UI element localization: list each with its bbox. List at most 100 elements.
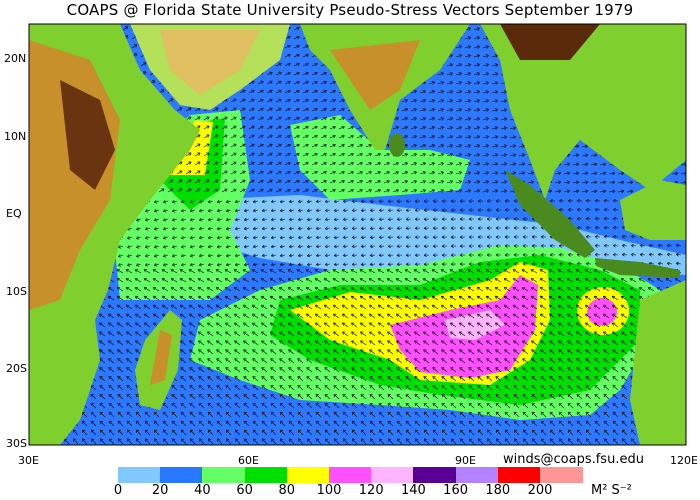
wind-vector-arrow	[351, 226, 358, 231]
wind-vector-arrow	[410, 153, 417, 157]
colorbar-swatch	[371, 467, 414, 483]
wind-vector-arrow	[576, 208, 583, 212]
wind-vector-arrow	[293, 53, 300, 58]
wind-vector-arrow	[540, 262, 547, 266]
wind-vector-arrow	[387, 253, 394, 258]
colorbar-swatch	[455, 467, 499, 483]
wind-vector-arrow	[437, 144, 444, 148]
wind-vector-arrow	[248, 98, 255, 103]
wind-vector-arrow	[306, 262, 313, 267]
wind-vector-arrow	[459, 235, 466, 239]
wind-vector-arrow	[320, 71, 327, 76]
wind-vector-arrow	[176, 170, 183, 175]
wind-vector-arrow	[342, 244, 349, 249]
wind-vector-arrow	[248, 170, 255, 175]
wind-vector-arrow	[563, 189, 571, 194]
wind-vector-arrow	[225, 199, 232, 204]
wind-vector-arrow	[459, 217, 466, 221]
wind-vector-arrow	[423, 226, 430, 230]
wind-vector-arrow	[347, 134, 354, 139]
lat-label: 20S	[6, 362, 27, 375]
wind-vector-arrow	[162, 209, 169, 213]
wind-vector-arrow	[257, 134, 264, 139]
wind-vector-arrow	[468, 199, 475, 203]
wind-vector-arrow	[459, 262, 466, 266]
wind-vector-arrow	[338, 152, 345, 157]
wind-vector-arrow	[437, 189, 444, 193]
wind-vector-arrow	[225, 208, 232, 213]
wind-vector-arrow	[360, 244, 367, 249]
wind-vector-arrow	[230, 134, 237, 139]
wind-vector-arrow	[333, 244, 340, 249]
wind-vector-arrow	[473, 153, 480, 157]
wind-vector-arrow	[360, 208, 367, 213]
wind-vector-arrow	[455, 81, 462, 85]
wind-vector-arrow	[176, 188, 183, 193]
wind-vector-arrow	[365, 143, 372, 148]
wind-vector-arrow	[401, 162, 408, 166]
wind-vector-arrow	[270, 244, 277, 249]
wind-vector-arrow	[176, 107, 183, 112]
wind-vector-arrow	[522, 226, 529, 230]
wind-vector-arrow	[329, 89, 336, 94]
wind-vector-arrow	[315, 244, 322, 249]
wind-vector-arrow	[594, 225, 601, 230]
wind-vector-arrow	[288, 244, 295, 249]
wind-vector-arrow	[216, 226, 223, 231]
wind-vector-arrow	[212, 170, 219, 175]
wind-vector-arrow	[198, 244, 205, 249]
wind-vector-arrow	[500, 117, 508, 121]
contour-100-120-east	[587, 298, 617, 326]
wind-vector-arrow	[194, 170, 201, 175]
wind-vector-arrow	[243, 253, 250, 258]
wind-vector-arrow	[162, 227, 169, 231]
lon-label: 90E	[455, 454, 476, 467]
colorbar-label: 180	[485, 483, 511, 498]
wind-vector-arrow	[383, 180, 390, 184]
lon-label: 30E	[18, 454, 39, 467]
wind-vector-arrow	[401, 108, 408, 112]
wind-vector-arrow	[374, 189, 381, 193]
wind-vector-arrow	[657, 252, 664, 257]
wind-vector-arrow	[383, 153, 390, 157]
wind-vector-arrow	[608, 171, 616, 176]
wind-vector-arrow	[450, 253, 457, 257]
wind-vector-arrow	[338, 98, 345, 103]
wind-vector-arrow	[221, 134, 228, 139]
wind-vector-arrow	[248, 188, 255, 193]
wind-vector-arrow	[338, 107, 345, 112]
wind-vector-arrow	[473, 126, 480, 130]
wind-vector-arrow	[171, 244, 178, 249]
wind-vector-arrow	[540, 235, 547, 239]
wind-vector-arrow	[446, 153, 453, 157]
wind-vector-arrow	[581, 180, 589, 185]
wind-vector-arrow	[329, 116, 336, 121]
wind-vector-arrow	[473, 63, 480, 67]
wind-vector-arrow	[617, 180, 625, 185]
wind-vector-arrow	[419, 90, 426, 94]
wind-vector-arrow	[387, 226, 394, 231]
wind-vector-arrow	[329, 98, 336, 103]
wind-vector-arrow	[563, 162, 571, 167]
wind-vector-arrow	[189, 262, 196, 267]
wind-vector-arrow	[270, 226, 277, 231]
wind-vector-arrow	[594, 216, 601, 221]
wind-vector-arrow	[302, 53, 309, 58]
wind-vector-arrow	[563, 180, 571, 185]
wind-vector-arrow	[306, 244, 313, 249]
wind-vector-arrow	[410, 90, 417, 94]
wind-vector-arrow	[441, 235, 448, 239]
wind-vector-arrow	[392, 162, 399, 166]
wind-vector-arrow	[266, 152, 273, 157]
wind-vector-arrow	[261, 199, 268, 204]
wind-vector-arrow	[603, 234, 610, 239]
wind-vector-arrow	[455, 90, 462, 94]
wind-vector-arrow	[459, 199, 466, 203]
lat-label: EQ	[6, 207, 22, 220]
wind-vector-arrow	[293, 62, 300, 67]
wind-vector-arrow	[396, 244, 403, 249]
wind-vector-arrow	[576, 226, 583, 230]
colorbar-units: M² S⁻²	[591, 483, 632, 498]
wind-vector-arrow	[482, 63, 489, 67]
wind-vector-arrow	[455, 108, 462, 112]
